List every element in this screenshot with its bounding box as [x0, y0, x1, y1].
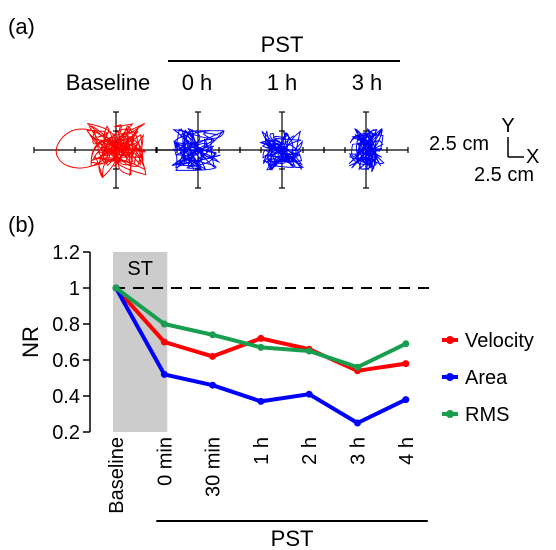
- x-ticks: Baseline 0 min 30 min 1 h 2 h 3 h 4 h: [106, 437, 418, 514]
- data-point-rms: [402, 340, 410, 348]
- y-tick-label: 0.4: [52, 386, 80, 408]
- data-point-area: [160, 370, 168, 378]
- y-tick-label: 1.2: [52, 242, 80, 264]
- x-tick-label: 0 min: [154, 437, 176, 486]
- data-point-area: [354, 419, 361, 427]
- x-tick-label: 4 h: [396, 437, 418, 465]
- y-tick-label: 0.8: [52, 314, 80, 336]
- legend-marker-area: [446, 373, 454, 381]
- series-lines: [112, 284, 410, 427]
- x-tick-label: 30 min: [203, 437, 225, 497]
- data-point-velocity: [257, 334, 265, 342]
- scale-axis-x-label: X: [526, 146, 539, 168]
- data-point-area: [305, 390, 313, 398]
- st-shaded-region: [113, 252, 168, 432]
- scale-x-length: 2.5 cm: [474, 164, 534, 186]
- condition-label-3h: 3 h: [352, 70, 383, 95]
- x-tick-label: 2 h: [299, 437, 321, 465]
- condition-label-1h: 1 h: [267, 70, 298, 95]
- data-point-velocity: [402, 360, 410, 368]
- data-point-area: [257, 397, 265, 405]
- trajectory-plot-2: [239, 111, 325, 189]
- panel-b-label: (b): [8, 212, 35, 237]
- data-point-rms: [257, 343, 265, 351]
- x-tick-label: 3 h: [348, 437, 370, 465]
- data-point-rms: [160, 320, 168, 328]
- trajectory-path: [348, 128, 385, 173]
- data-point-area: [402, 396, 410, 404]
- legend-marker-velocity: [446, 336, 454, 344]
- st-label: ST: [127, 258, 153, 280]
- data-point-rms: [112, 284, 120, 292]
- legend-marker-rms: [446, 410, 454, 418]
- legend-label-area: Area: [465, 367, 508, 389]
- scale-axis-y-label: Y: [501, 115, 514, 137]
- trajectory-path: [55, 123, 147, 179]
- data-point-area: [209, 381, 217, 389]
- trajectory-plots: [33, 111, 409, 189]
- trajectory-plot-1: [155, 111, 241, 189]
- y-axis-label: NR: [18, 326, 43, 358]
- legend-label-velocity: Velocity: [465, 330, 534, 352]
- data-point-rms: [305, 347, 313, 355]
- trajectory-path: [171, 127, 225, 171]
- condition-label-0h: 0 h: [182, 70, 213, 95]
- data-point-rms: [354, 363, 361, 371]
- legend: Velocity Area RMS: [442, 330, 534, 426]
- x-tick-label: Baseline: [106, 437, 128, 514]
- legend-label-rms: RMS: [465, 404, 509, 426]
- data-point-velocity: [160, 338, 168, 346]
- condition-label-baseline: Baseline: [66, 70, 150, 95]
- panel-a-label: (a): [8, 14, 35, 39]
- y-tick-label: 1: [69, 278, 80, 300]
- pst-x-bracket-label: PST: [271, 526, 314, 550]
- scale-y-length: 2.5 cm: [429, 133, 489, 155]
- trajectory-path: [259, 129, 305, 171]
- y-ticks: 0.2 0.4 0.6 0.8 1 1.2: [52, 242, 90, 444]
- y-tick-label: 0.6: [52, 350, 80, 372]
- data-point-velocity: [209, 352, 217, 360]
- trajectory-plot-3: [323, 111, 409, 189]
- pst-group-label: PST: [261, 32, 304, 57]
- data-point-rms: [209, 331, 217, 339]
- x-tick-label: 1 h: [251, 437, 273, 465]
- y-tick-label: 0.2: [52, 422, 80, 444]
